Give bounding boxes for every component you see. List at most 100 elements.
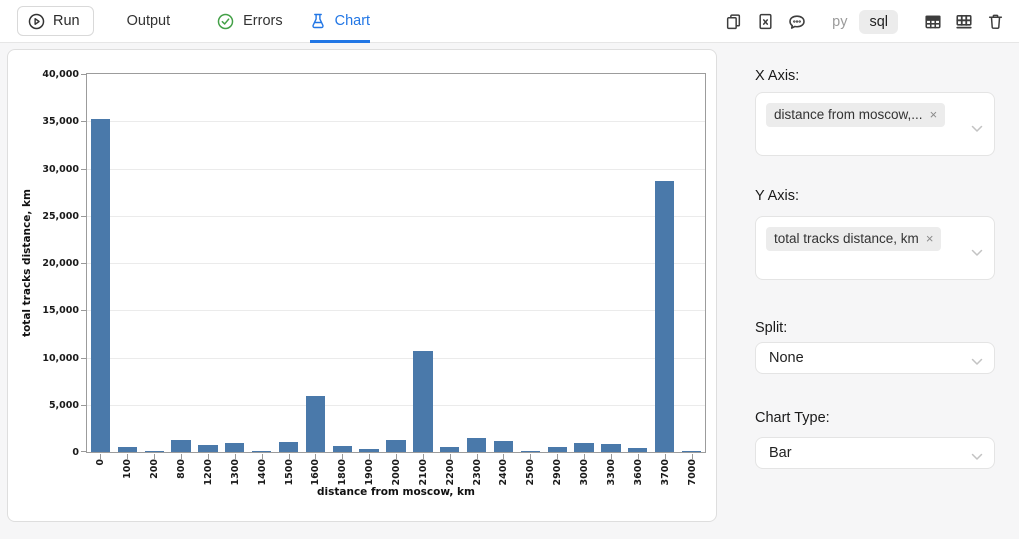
lang-toggle-sql[interactable]: sql <box>859 9 898 34</box>
y-tick-label: 0 <box>72 447 79 458</box>
x-tick <box>154 454 156 459</box>
bar <box>466 437 487 452</box>
x-tick-label: 3700 <box>659 459 671 486</box>
y-tick-label: 30,000 <box>42 163 79 175</box>
bar <box>386 439 406 452</box>
x-tick-label: 3300 <box>605 459 617 486</box>
toolbar-right: py sql <box>722 0 1006 43</box>
y-tick <box>81 310 87 312</box>
bar <box>117 446 137 452</box>
comment-button[interactable] <box>786 10 808 34</box>
y-axis-label: Y Axis: <box>755 188 800 204</box>
y-tick-label: 5,000 <box>48 399 79 411</box>
table-grid-icon <box>956 14 972 29</box>
y-axis-select[interactable]: total tracks distance, km × <box>755 216 995 280</box>
run-label: Run <box>53 13 80 29</box>
bar <box>440 446 460 452</box>
table-view-button[interactable] <box>922 10 944 34</box>
split-value: None <box>769 350 804 366</box>
table-header-icon <box>925 15 941 28</box>
export-file-button[interactable] <box>754 10 776 34</box>
tab-errors[interactable]: Errors <box>217 0 283 43</box>
x-tick-label: 0 <box>95 459 107 466</box>
x-axis-select[interactable]: distance from moscow,... × <box>755 92 995 156</box>
x-tick-label: 3600 <box>632 459 644 486</box>
x-tick-label: 1800 <box>337 459 349 486</box>
y-axis-tag-remove-button[interactable]: × <box>925 231 934 246</box>
x-tick <box>664 454 666 459</box>
x-axis-label: X Axis: <box>755 68 800 84</box>
comment-icon <box>789 14 805 29</box>
x-tick-label: 1200 <box>202 459 214 486</box>
x-tick-label: 100 <box>122 459 134 479</box>
y-tick-label: 15,000 <box>42 305 79 317</box>
x-tick-label: 2200 <box>444 459 456 486</box>
x-tick <box>503 454 505 459</box>
x-tick <box>261 454 263 459</box>
x-tick-label: 2100 <box>417 459 429 486</box>
chevron-down-icon <box>971 449 983 465</box>
lang-toggle-py[interactable]: py <box>832 13 848 30</box>
play-circle-icon <box>28 13 45 30</box>
split-select[interactable]: None <box>755 342 995 374</box>
x-axis-tag: distance from moscow,... × <box>766 103 946 127</box>
x-axis-tag-remove-button[interactable]: × <box>929 107 938 122</box>
x-axis-tag-label: distance from moscow,... <box>774 107 923 122</box>
x-tick <box>557 454 559 459</box>
x-tick <box>342 454 344 459</box>
bar <box>601 443 621 452</box>
gridline <box>87 404 705 406</box>
y-tick-label: 20,000 <box>42 258 79 269</box>
chevron-down-icon <box>971 244 983 262</box>
gridline <box>87 310 705 312</box>
y-tick-label: 10,000 <box>42 352 79 364</box>
gridline <box>87 263 705 264</box>
x-axis-title: distance from moscow, km <box>317 486 475 498</box>
toolbar: Run Output Errors Chart py sql <box>0 0 1019 43</box>
plot-area: total tracks distance, km distance from … <box>21 69 706 498</box>
tab-errors-label: Errors <box>243 13 283 29</box>
tab-output[interactable]: Output <box>127 0 171 43</box>
y-axis-tag: total tracks distance, km × <box>766 227 942 251</box>
chevron-down-icon <box>971 354 983 370</box>
x-tick <box>476 454 478 459</box>
x-tick <box>449 454 451 459</box>
chart-type-select[interactable]: Bar <box>755 437 995 469</box>
bar <box>547 446 567 452</box>
x-tick <box>100 454 102 459</box>
y-tick-label: 40,000 <box>42 69 79 80</box>
x-tick-label: 3000 <box>579 459 591 486</box>
split-label: Split: <box>755 320 788 336</box>
bar <box>359 449 379 452</box>
gridline <box>87 357 705 359</box>
x-tick-label: 1400 <box>256 459 268 486</box>
file-x-icon <box>759 13 772 30</box>
delete-button[interactable] <box>984 10 1006 34</box>
x-tick <box>691 454 693 459</box>
x-tick <box>396 454 397 459</box>
copy-button[interactable] <box>722 10 744 34</box>
bar <box>332 446 352 452</box>
flask-icon <box>310 13 326 29</box>
x-tick <box>584 454 586 459</box>
x-tick-label: 1600 <box>310 459 322 486</box>
x-tick <box>234 454 236 459</box>
chart-card: total tracks distance, km distance from … <box>7 49 717 522</box>
grid-view-button[interactable] <box>953 10 975 34</box>
bar <box>413 351 433 452</box>
x-tick <box>422 454 424 459</box>
bar <box>681 450 702 452</box>
run-button[interactable]: Run <box>17 6 94 36</box>
bar <box>278 441 299 452</box>
y-tick <box>81 74 87 75</box>
y-tick <box>81 263 87 264</box>
x-tick-label: 2300 <box>471 459 483 486</box>
gridline <box>87 121 705 123</box>
x-tick-label: 2900 <box>552 459 564 486</box>
tab-output-label: Output <box>126 13 171 29</box>
x-tick <box>127 454 129 459</box>
tab-chart[interactable]: Chart <box>310 0 370 43</box>
y-tick <box>81 168 87 170</box>
x-tick <box>207 454 209 459</box>
bar <box>198 444 218 452</box>
